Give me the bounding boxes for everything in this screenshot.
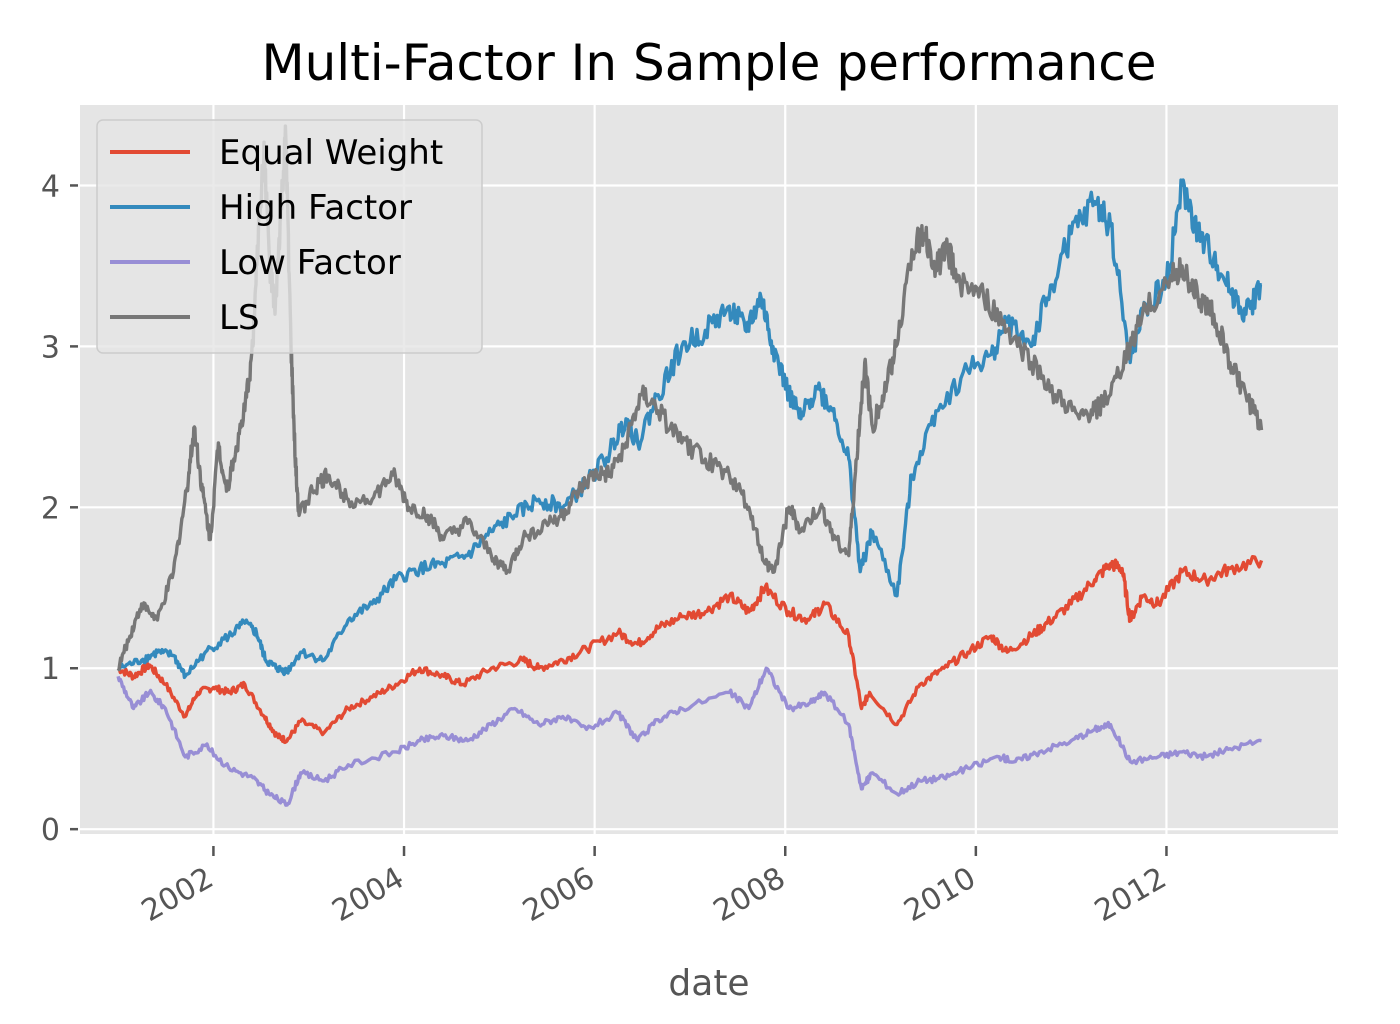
legend-entry-label: Equal Weight — [219, 133, 443, 173]
y-tick-label: 3 — [41, 330, 60, 365]
legend-box — [96, 119, 483, 354]
series-line — [117, 555, 1264, 745]
x-tick-label: 2006 — [517, 861, 601, 929]
x-tick-label: 2004 — [326, 861, 410, 929]
chart-title: Multi-Factor In Sample performance — [261, 34, 1156, 92]
x-tick-label: 2002 — [136, 861, 220, 929]
legend-entry-label: High Factor — [219, 188, 412, 228]
series-line — [117, 178, 1263, 680]
y-tick-label: 2 — [41, 491, 60, 526]
x-axis-label: date — [668, 963, 749, 1004]
legend: Equal Weight High Factor Low Factor LS — [96, 119, 483, 354]
legend-entry-label: LS — [219, 298, 260, 338]
legend-entry-label: Low Factor — [219, 243, 401, 283]
y-tick-label: 0 — [41, 813, 60, 848]
grid — [80, 105, 1338, 834]
y-tick-label: 1 — [41, 652, 60, 687]
x-tick-label: 2010 — [898, 861, 982, 929]
series-line — [116, 666, 1262, 807]
x-tick-label: 2012 — [1089, 861, 1173, 929]
x-tick-label: 2008 — [708, 861, 792, 929]
y-tick-label: 4 — [41, 169, 60, 204]
